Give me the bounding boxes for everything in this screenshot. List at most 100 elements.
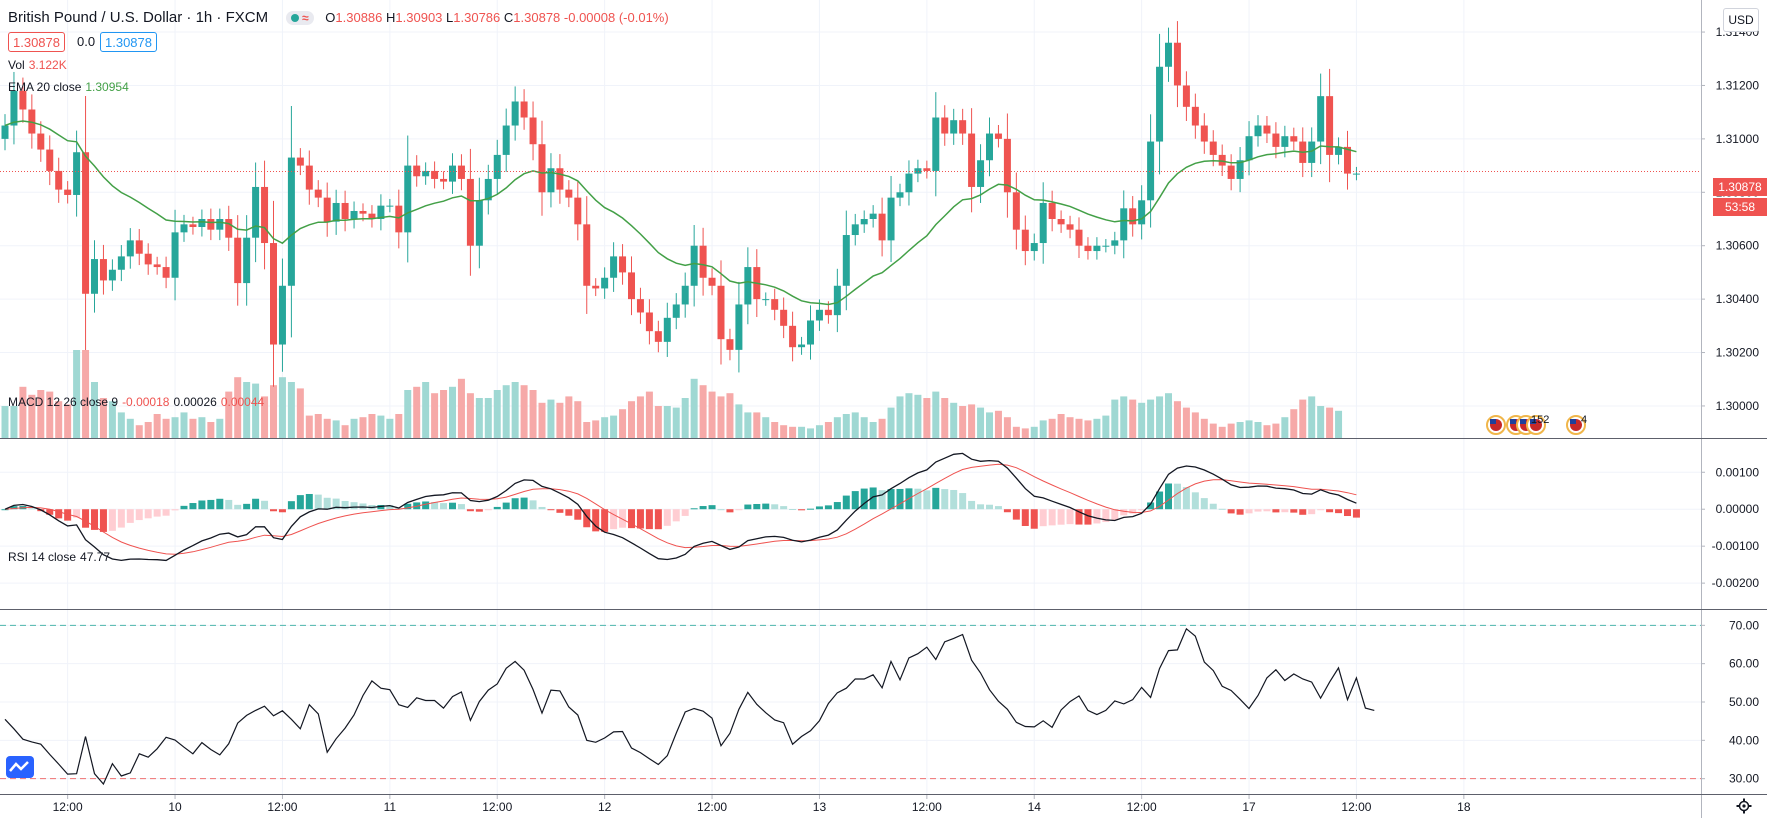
bid-price-button[interactable]: 1.30878 [8,32,65,52]
volume-bar [1326,407,1334,438]
candle-body [368,213,376,219]
macd-hist-bar [726,509,734,513]
volume-bar [1317,406,1325,438]
candle-body [198,219,206,228]
candle-body [91,259,98,294]
events-count-a[interactable]: 152 [1531,414,1550,426]
event-flag-icon[interactable] [1526,415,1546,435]
macd-hist-bar [860,488,868,510]
candle-body [82,152,90,294]
candle-body [404,165,412,233]
volume-bar [1182,407,1190,438]
macd-hist-bar [1021,509,1029,526]
macd-legend[interactable]: MACD 12 26 close 9 -0.00018 0.00026 0.00044 [8,395,264,409]
candle-body [547,168,555,193]
candle-body [601,277,609,289]
candle-body [914,168,922,174]
time-tick-label: 18 [1457,800,1471,814]
volume-bar [986,412,993,438]
candle-body [708,277,716,286]
volume-bar [959,406,967,438]
macd-label: MACD 12 26 close 9 [8,395,119,409]
macd-hist-bar [198,500,206,510]
symbol-title[interactable]: British Pound / U.S. Dollar · 1h · FXCM [8,9,269,26]
volume-bar [1030,426,1038,438]
volume-bar [440,390,448,438]
macd-hist-bar [252,498,260,510]
volume-bar [314,414,322,438]
candle-body [1335,146,1343,155]
macd-hist-bar [466,509,474,512]
volume-bar [1299,399,1307,438]
ask-price-button[interactable]: 1.30878 [100,32,157,52]
macd-hist-bar [610,509,618,530]
macd-hist-bar [645,509,653,530]
macd-hist-bar [1111,509,1119,520]
macd-hist-bar [592,509,600,532]
macd-hist-bar [270,509,277,512]
volume-bar [994,410,1002,438]
rsi-legend[interactable]: RSI 14 close 47.77 [8,550,110,564]
volume-bar [1129,399,1137,438]
macd-hist-bar [986,504,993,510]
tradingview-logo-icon[interactable] [6,756,34,778]
volume-bar [171,417,179,438]
macd-hist-bar [73,509,81,518]
candle-body [1111,240,1119,246]
candle-body [1129,208,1137,225]
ema-legend[interactable]: EMA 20 close 1.30954 [8,80,129,94]
events-count-b[interactable]: 4 [1581,414,1588,426]
candle-body [1173,42,1181,86]
price-tick-label: 0.00000 [1716,502,1760,516]
macd-hist-bar [234,504,242,510]
candle-body [216,219,224,230]
volume-bar [1200,418,1208,438]
macd-hist-bar [708,505,716,510]
event-flag-icon[interactable] [1566,415,1586,435]
volume-bar [708,391,716,438]
volume-bar [601,417,609,438]
event-markers[interactable] [1486,415,1586,435]
volume-bar [824,422,832,438]
macd-hist-bar [1156,491,1164,510]
candle-body [583,224,591,286]
volume-bar [1093,418,1101,438]
macd-hist-bar [1281,509,1289,513]
green-dot-icon [290,14,299,22]
candle-body [1138,200,1146,225]
volume-legend[interactable]: Vol 3.122K [8,58,67,72]
event-flag-canton [1530,419,1536,424]
candle-body [64,189,72,195]
macd-line [4,452,1357,562]
macd-hist-bar [314,494,322,510]
candle-body [287,157,295,286]
volume-bar [207,422,215,438]
volume-bar [798,426,806,438]
event-flag-icon[interactable] [1486,415,1506,435]
volume-bar [162,418,170,438]
macd-hist-bar [636,509,644,529]
volume-bar [46,391,54,438]
candle-body [162,267,170,278]
macd-hist-bar [950,489,958,510]
candle-body [1218,154,1226,166]
volume-bar [431,393,439,438]
wave-icon: ≈ [302,11,309,25]
settings-gear-icon[interactable] [1736,798,1752,814]
candle-body [771,299,779,310]
volume-bar [1236,422,1244,438]
volume-bar [1245,420,1253,438]
volume-bar [753,412,761,438]
candle-body [726,339,734,350]
candle-body [144,253,152,265]
volume-bar [422,382,430,438]
candle-body [350,210,358,219]
volume-bar [654,406,662,438]
volume-bar [117,412,125,438]
macd-hist-bar [153,509,161,517]
volume-bar [278,377,286,438]
currency-button[interactable]: USD [1723,8,1759,32]
volume-bar [1254,422,1262,438]
visibility-toggle[interactable]: ≈ [285,11,314,25]
